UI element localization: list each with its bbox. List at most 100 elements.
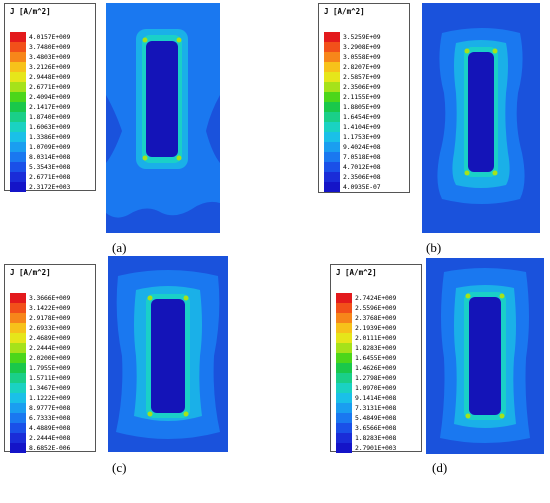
legend-swatch <box>10 393 26 404</box>
legend-value: 1.8805E+09 <box>343 103 381 112</box>
legend-value: 1.0709E+009 <box>29 143 71 152</box>
legend-row: 2.2444E+009 <box>10 343 71 354</box>
legend-row: 2.6771E+008 <box>10 172 71 183</box>
legend-c: J [A/m^2] 3.3666E+009 3.1422E+009 2.9178E+… <box>4 264 96 454</box>
legend-swatch <box>324 112 340 123</box>
hotspot <box>499 413 505 419</box>
legend-value: 2.1939E+009 <box>355 324 397 333</box>
legend-value: 5.4849E+008 <box>355 414 397 423</box>
legend-row: 3.7480E+009 <box>10 42 70 53</box>
legend-swatch <box>10 172 26 183</box>
legend-value: 2.0111E+009 <box>355 334 397 343</box>
legend-value: 1.6455E+009 <box>355 354 397 363</box>
legend-swatch <box>10 42 26 53</box>
legend-swatch <box>336 413 352 424</box>
legend-value: 1.4104E+09 <box>343 123 381 132</box>
legend-b: J [A/m^2] 3.5259E+09 3.2908E+09 3.0558E+09… <box>318 3 410 193</box>
legend-swatch <box>336 363 352 374</box>
legend-swatch <box>324 102 340 113</box>
legend-swatch <box>336 403 352 414</box>
legend-swatch <box>10 413 26 424</box>
legend-value: 1.3386E+009 <box>29 133 71 142</box>
legend-value: 1.5711E+009 <box>29 374 71 383</box>
legend-value: 2.6771E+008 <box>29 173 71 182</box>
legend-swatch <box>10 132 26 143</box>
legend-value: 3.0558E+09 <box>343 53 381 62</box>
legend-row: 3.1422E+009 <box>10 303 70 314</box>
hotspot <box>142 155 148 161</box>
legend-row: 1.3386E+009 <box>10 132 71 143</box>
caption-d: (d) <box>432 460 448 475</box>
legend-value: 1.8283E+009 <box>355 344 397 353</box>
legend-title: J [A/m^2] <box>10 7 51 16</box>
legend-swatch <box>10 353 26 364</box>
legend-row: 4.7012E+08 <box>324 162 381 173</box>
legend-swatch <box>10 122 26 133</box>
legend-swatch <box>10 303 26 314</box>
legend-row: 2.3506E+08 <box>324 172 381 183</box>
legend-value: 6.7333E+008 <box>29 414 71 423</box>
legend-row: 1.6455E+009 <box>336 353 397 364</box>
legend-value: 3.2126E+009 <box>29 63 71 72</box>
legend-row: 2.9178E+009 <box>10 313 70 324</box>
legend-swatch <box>324 32 340 43</box>
current-density-plot-a <box>106 3 220 233</box>
legend-row: 2.1417E+009 <box>10 102 70 113</box>
legend-value: 3.2908E+09 <box>343 43 381 52</box>
legend-swatch <box>324 122 340 133</box>
legend-row: 1.6454E+09 <box>324 112 381 123</box>
legend-swatch <box>10 72 26 83</box>
current-density-plot-c <box>108 256 228 452</box>
legend-row: 2.7424E+009 <box>336 293 396 304</box>
legend-value: 5.3543E+008 <box>29 163 71 172</box>
legend-row: 2.0200E+009 <box>10 353 70 364</box>
legend-swatch <box>10 383 26 394</box>
legend-swatch <box>336 353 352 364</box>
legend-value: 1.4626E+009 <box>355 364 397 373</box>
legend-row: 2.7901E+003 <box>336 443 396 454</box>
legend-value: 1.8283E+008 <box>355 434 397 443</box>
legend-row: 1.3467E+009 <box>10 383 71 394</box>
conductor-core <box>146 41 178 157</box>
hotspot <box>499 293 505 299</box>
legend-value: 1.0970E+009 <box>355 384 397 393</box>
legend-swatch <box>10 293 26 304</box>
legend-row: 2.6771E+009 <box>10 82 70 93</box>
legend-value: 2.2444E+009 <box>29 344 71 353</box>
legend-row: 2.5857E+09 <box>324 72 381 83</box>
legend-d: J [A/m^2] 2.7424E+009 2.5596E+009 2.3768E+… <box>330 264 422 454</box>
legend-row: 3.5259E+09 <box>324 32 381 43</box>
legend-row: 4.0935E-07 <box>324 182 381 193</box>
legend-row: 2.0111E+009 <box>336 333 397 344</box>
legend-title: J [A/m^2] <box>324 7 365 16</box>
legend-row: 4.0157E+009 <box>10 32 70 43</box>
legend-row: 2.3506E+09 <box>324 82 381 93</box>
legend-value: 2.5596E+009 <box>355 304 397 313</box>
legend-swatch <box>324 172 340 183</box>
legend-swatch <box>10 403 26 414</box>
legend-swatch <box>336 343 352 354</box>
legend-swatch <box>324 42 340 53</box>
legend-value: 2.9448E+009 <box>29 73 71 82</box>
legend-row: 2.8207E+09 <box>324 62 381 73</box>
legend-row: 1.4626E+009 <box>336 363 397 374</box>
current-density-plot-b <box>422 3 540 233</box>
legend-swatch <box>324 132 340 143</box>
legend-row: 1.0970E+009 <box>336 383 397 394</box>
legend-value: 2.3506E+08 <box>343 173 381 182</box>
legend-value: 2.2444E+008 <box>29 434 71 443</box>
hotspot <box>492 170 498 176</box>
legend-row: 7.3131E+008 <box>336 403 396 414</box>
legend-value: 8.9777E+008 <box>29 404 71 413</box>
legend-row: 2.3768E+009 <box>336 313 396 324</box>
legend-row: 2.6933E+009 <box>10 323 70 334</box>
legend-a: J [A/m^2] 4.0157E+009 3.7480E+009 3.4803E+… <box>4 3 96 193</box>
legend-swatch <box>10 82 26 93</box>
legend-value: 1.3467E+009 <box>29 384 71 393</box>
legend-value: 3.6566E+008 <box>355 424 397 433</box>
legend-row: 3.2126E+009 <box>10 62 71 73</box>
legend-swatch <box>336 383 352 394</box>
legend-swatch <box>324 182 340 193</box>
legend-row: 4.4889E+008 <box>10 423 70 434</box>
legend-row: 1.7955E+009 <box>10 363 70 374</box>
